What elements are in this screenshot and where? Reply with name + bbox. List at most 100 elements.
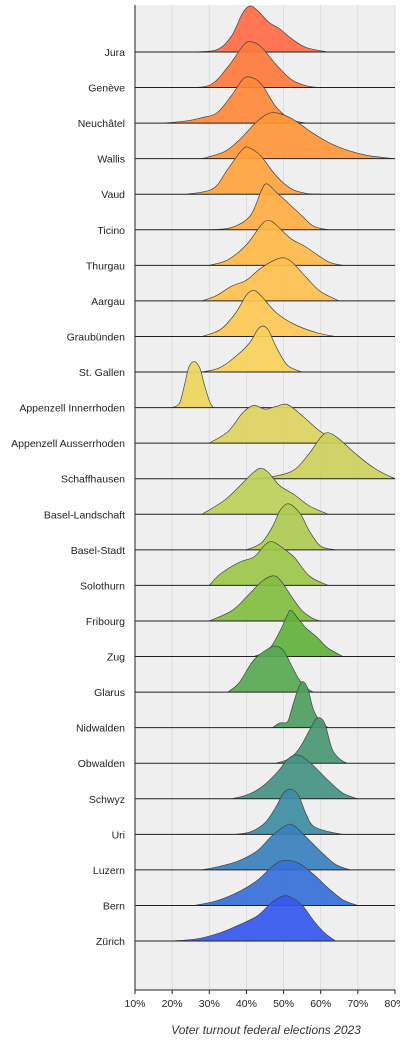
- ridge-area: [194, 860, 358, 906]
- ridge-outline: [190, 5, 329, 53]
- ridge-appenzell-innerrhoden: [135, 361, 395, 409]
- ridge-outline: [231, 754, 359, 800]
- y-label: Neuchâtel: [78, 118, 125, 130]
- ridge-outline: [253, 432, 396, 480]
- y-label: Basel-Landschaft: [44, 509, 125, 521]
- ridge-outline: [201, 325, 303, 373]
- y-label: Zug: [107, 652, 125, 664]
- ridge-area: [209, 575, 321, 621]
- y-label: Nidwalden: [76, 723, 125, 735]
- x-tick-label: 30%: [199, 998, 220, 1010]
- y-label: Obwalden: [78, 758, 125, 770]
- ridge-luzern: [135, 823, 395, 871]
- y-label: Fribourg: [86, 616, 125, 628]
- y-label: Schwyz: [89, 794, 125, 806]
- ridge-schwyz: [135, 754, 395, 800]
- y-label: Appenzell Ausserrhoden: [11, 438, 125, 450]
- ridge-area: [231, 754, 358, 799]
- ridge-uri: [135, 788, 395, 835]
- ridge-area: [253, 432, 395, 479]
- x-tick-label: 70%: [347, 998, 368, 1010]
- ridge-gen-ve: [135, 41, 395, 89]
- ridge-basel-landschaft: [135, 467, 395, 515]
- x-tick-label: 60%: [310, 998, 331, 1010]
- ridge-z-rich: [135, 895, 395, 942]
- ridge-outline: [201, 290, 336, 337]
- ridge-bern: [135, 859, 395, 906]
- ridge-area: [172, 361, 213, 408]
- ridge-outline: [194, 859, 359, 906]
- ridge-area: [227, 645, 314, 693]
- ridge-outline: [235, 788, 344, 835]
- y-label: Glarus: [94, 687, 125, 699]
- ridge-outline: [209, 575, 321, 622]
- y-label: Zürich: [96, 936, 125, 948]
- y-label: Thurgau: [86, 260, 125, 272]
- x-tick-label: 10%: [124, 998, 145, 1010]
- ridge-outline: [201, 467, 329, 515]
- ridge-st-gallen: [135, 325, 395, 373]
- ridge-area: [201, 468, 329, 515]
- x-axis-ticks: 10% 20% 30% 40% 50% 60% 70% 80%: [124, 990, 400, 1010]
- x-tick-label: 40%: [236, 998, 257, 1010]
- y-label: Appenzell Innerrhoden: [19, 403, 125, 415]
- ridge-area: [246, 503, 336, 550]
- ridge-area: [201, 325, 303, 373]
- y-axis-labels: Jura Genève Neuchâtel Wallis Vaud Ticino Thurg…: [11, 47, 125, 948]
- y-label: Uri: [112, 829, 125, 841]
- ridge-outline: [171, 361, 214, 408]
- y-label: St. Gallen: [79, 367, 125, 379]
- ridge-area: [272, 681, 329, 728]
- y-label: Ticino: [97, 225, 125, 237]
- ridge-outline: [201, 823, 351, 871]
- ridge-area: [209, 541, 329, 586]
- ridge-area: [201, 257, 340, 301]
- ridge-area: [235, 789, 343, 835]
- ridge-appenzell-ausserrhoden: [135, 403, 395, 444]
- ridge-area: [201, 290, 336, 337]
- ridge-area: [209, 404, 343, 444]
- ridge-outline: [172, 895, 336, 942]
- ridges: [135, 5, 396, 942]
- x-axis-title: Voter turnout federal elections 2023: [171, 1023, 361, 1037]
- y-label: Schaffhausen: [61, 474, 125, 486]
- ridge-outline: [209, 403, 344, 444]
- ridge-outline: [272, 681, 329, 728]
- y-label: Jura: [105, 47, 126, 59]
- ridge-outline: [201, 112, 396, 160]
- ridge-outline: [246, 503, 336, 551]
- y-label: Luzern: [93, 865, 125, 877]
- y-label: Solothurn: [80, 580, 125, 592]
- ridge-outline: [253, 610, 344, 657]
- ridge-outline: [209, 183, 329, 231]
- ridge-outline: [201, 257, 340, 302]
- ridge-outline: [179, 41, 321, 88]
- x-tick-label: 20%: [162, 998, 183, 1010]
- x-tick-label: 50%: [273, 998, 294, 1010]
- x-tick-label: 80%: [384, 998, 400, 1010]
- y-label: Wallis: [97, 154, 125, 166]
- y-label: Bern: [103, 900, 125, 912]
- ridge-area: [187, 146, 321, 195]
- ridge-area: [209, 220, 343, 266]
- ridge-outline: [209, 541, 329, 586]
- y-label: Aargau: [91, 296, 125, 308]
- y-label: Genève: [88, 83, 125, 95]
- ridge-nidwalden: [135, 681, 395, 729]
- ridge-area: [164, 76, 306, 124]
- ridge-outline: [164, 76, 306, 124]
- ridge-wallis: [135, 112, 396, 160]
- ridge-outline: [209, 219, 344, 266]
- y-label: Vaud: [101, 189, 125, 201]
- y-label: Basel-Stadt: [71, 545, 125, 557]
- ridge-area: [253, 610, 343, 657]
- ridge-area: [179, 41, 321, 88]
- ridge-area: [276, 717, 347, 764]
- ridge-area: [209, 183, 329, 230]
- ridge-fribourg: [135, 575, 395, 622]
- y-label: Graubünden: [67, 331, 126, 343]
- ridge-outline: [186, 146, 321, 195]
- ridge-area: [201, 112, 395, 159]
- ridge-area: [201, 824, 351, 870]
